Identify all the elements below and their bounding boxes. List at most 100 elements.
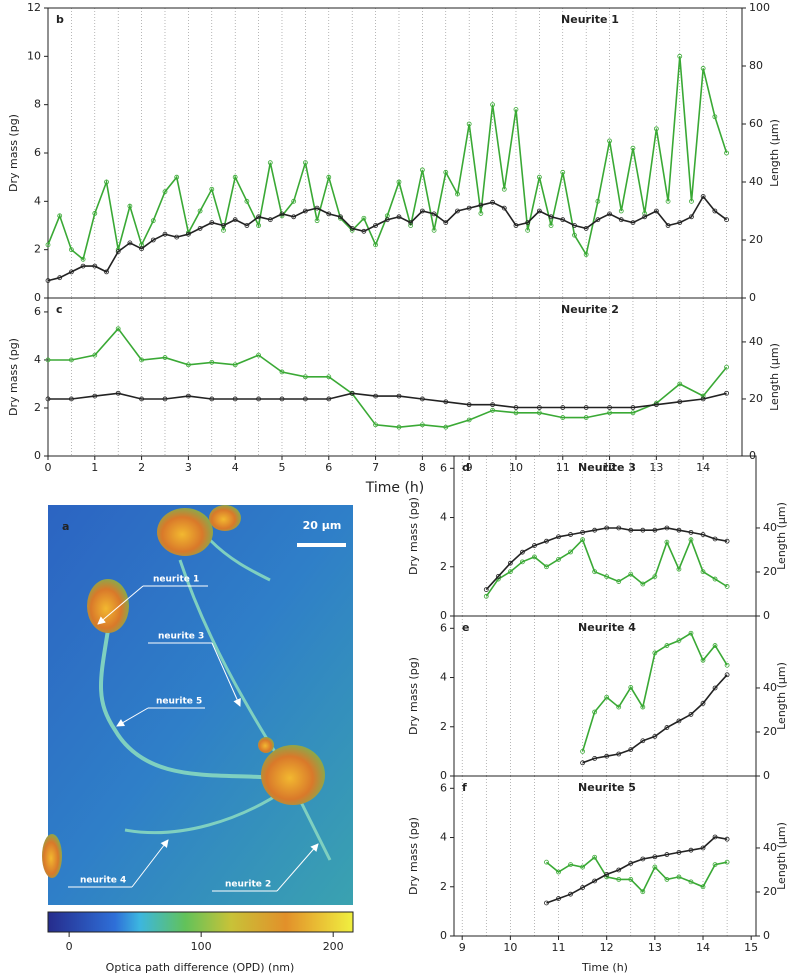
data-point (580, 864, 586, 870)
annotation: neurite 1 (153, 575, 199, 585)
data-point (507, 560, 513, 566)
data-point (209, 359, 215, 365)
data-point (618, 208, 624, 214)
data-point (513, 405, 519, 410)
data-point (256, 214, 261, 220)
data-point (700, 884, 706, 890)
data-point (185, 362, 191, 368)
data-point (139, 357, 144, 363)
data-point (592, 854, 598, 860)
data-point (724, 584, 730, 589)
data-point (712, 862, 718, 868)
data-point (548, 214, 554, 220)
annotation: neurite 4 (80, 876, 126, 886)
data-point (548, 223, 554, 228)
data-point (652, 527, 658, 533)
data-point (628, 860, 634, 866)
data-point (580, 760, 586, 766)
data-point (652, 733, 658, 739)
data-point (443, 169, 449, 175)
y2-tick-label: 40 (763, 521, 777, 534)
y2-tick-label: 40 (763, 841, 777, 854)
data-point (501, 205, 507, 211)
x-tick-label: 3 (185, 461, 192, 474)
data-point (150, 237, 156, 243)
x-tick-label: 15 (744, 941, 758, 954)
data-point (676, 527, 682, 533)
data-point (68, 357, 74, 363)
x-tick-label: 9 (459, 941, 466, 954)
data-point (568, 532, 573, 537)
data-point (279, 396, 285, 402)
data-point (604, 574, 610, 580)
annotation: neurite 3 (158, 632, 204, 642)
data-point (302, 160, 308, 166)
y-tick-label: 4 (440, 511, 447, 524)
y2-tick-label: 20 (763, 885, 777, 898)
data-point (396, 214, 402, 220)
data-point (712, 208, 718, 214)
x-tick-label: 0 (45, 461, 52, 474)
data-point (162, 355, 168, 360)
y2-tick-label: 20 (749, 392, 763, 405)
data-point (466, 402, 472, 408)
colorbar (47, 911, 354, 933)
data-point (676, 849, 682, 855)
data-point (45, 357, 51, 363)
data-point (45, 242, 51, 248)
y-tick-label: 4 (34, 353, 41, 366)
data-point (664, 539, 670, 545)
data-point (628, 527, 634, 533)
series-line (48, 327, 728, 429)
data-point (653, 126, 659, 132)
data-point (700, 845, 706, 851)
series-line (485, 527, 728, 591)
y-tick-label: 2 (34, 243, 41, 256)
data-point (431, 211, 437, 217)
data-point (700, 569, 706, 575)
y-tick-label: 4 (440, 671, 447, 684)
data-point (478, 202, 484, 208)
data-point (628, 747, 634, 752)
data-point (349, 225, 355, 231)
data-point (556, 556, 561, 562)
data-point (572, 223, 577, 228)
data-point (525, 227, 531, 233)
data-point (568, 549, 573, 555)
data-point (326, 174, 332, 180)
data-point (560, 415, 566, 420)
data-point (302, 374, 308, 380)
x-tick-label: 9 (466, 461, 473, 474)
data-point (700, 657, 706, 663)
data-point (712, 114, 718, 120)
data-point (267, 217, 273, 223)
data-point (536, 174, 542, 180)
data-point (256, 223, 261, 228)
data-point (688, 879, 694, 885)
y2-tick-label: 60 (749, 117, 763, 130)
y2-axis-label: Length (µm) (768, 119, 781, 187)
chart-title: Neurite 1 (561, 13, 619, 26)
data-point (349, 390, 355, 396)
data-point (68, 269, 74, 275)
data-point (630, 410, 636, 416)
y-tick-label: 0 (34, 291, 41, 304)
data-point (536, 405, 542, 410)
data-point (326, 374, 332, 380)
data-point (700, 66, 706, 71)
y2-tick-label: 0 (763, 929, 770, 942)
data-point (80, 256, 86, 262)
data-point (92, 352, 98, 358)
data-point (162, 396, 168, 402)
data-point (45, 278, 51, 284)
data-point (568, 862, 573, 868)
data-point (302, 208, 308, 214)
data-point (677, 381, 683, 387)
data-point (507, 569, 513, 575)
series-line (546, 836, 728, 904)
y-tick-label: 2 (440, 880, 447, 893)
annotation: neurite 2 (225, 880, 271, 890)
data-point (560, 405, 566, 410)
y2-tick-label: 20 (763, 565, 777, 578)
x-tick-label: 13 (648, 941, 662, 954)
